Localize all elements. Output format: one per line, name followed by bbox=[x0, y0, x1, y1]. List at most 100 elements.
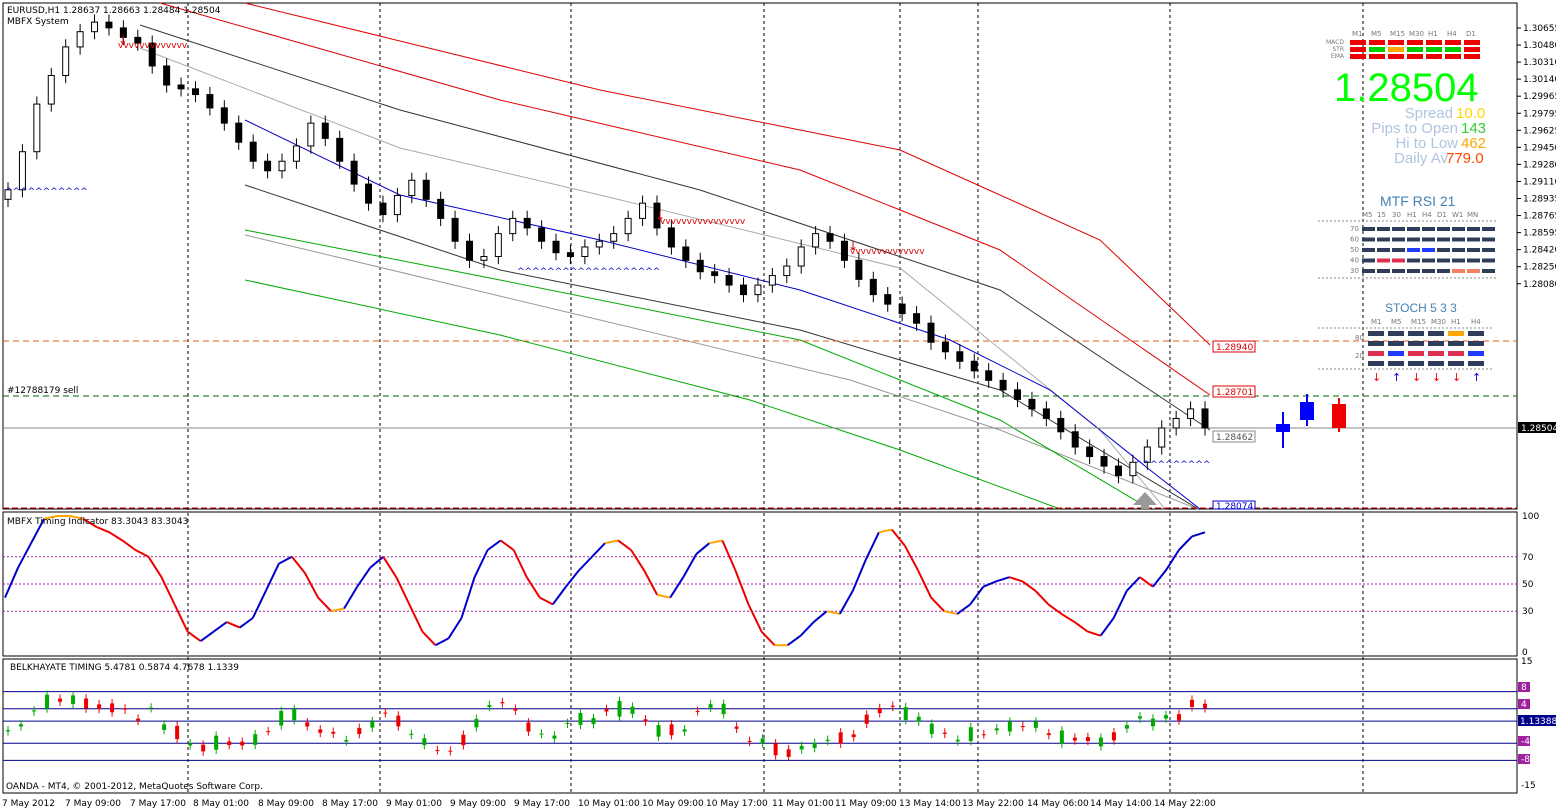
stoch-cell bbox=[1388, 351, 1404, 356]
timing-segment bbox=[734, 570, 750, 605]
price-tick-label: 1.28250 bbox=[1523, 263, 1556, 273]
timing-segment bbox=[1112, 590, 1128, 619]
candle-body bbox=[566, 252, 574, 257]
belk-bar bbox=[812, 742, 817, 748]
belk-tick-label: 4 bbox=[1521, 700, 1527, 710]
timing-segment bbox=[891, 528, 906, 547]
signal-cell bbox=[1407, 40, 1423, 45]
timing-segment bbox=[878, 528, 893, 534]
candle-body bbox=[1028, 398, 1036, 410]
timing-tick-label: 50 bbox=[1522, 580, 1534, 590]
stoch-cell bbox=[1468, 351, 1484, 356]
candle-body bbox=[956, 351, 964, 362]
belk-tick-box bbox=[1518, 736, 1530, 746]
rsi-cell bbox=[1452, 258, 1465, 263]
candle-body bbox=[191, 88, 199, 96]
timing-segment bbox=[669, 576, 685, 599]
belk-bar bbox=[825, 739, 830, 741]
timing-segment bbox=[304, 572, 319, 599]
rsi-cell bbox=[1437, 227, 1450, 231]
rsi-title: MTF RSI 21 bbox=[1380, 193, 1456, 209]
belk-bar bbox=[500, 702, 505, 704]
belk-bar bbox=[435, 750, 440, 752]
candle-body bbox=[509, 217, 517, 235]
timing-segment bbox=[95, 525, 110, 534]
signal-cell bbox=[1426, 40, 1442, 45]
candle-body bbox=[754, 284, 762, 296]
price-tick-label: 1.29965 bbox=[1523, 92, 1556, 102]
timing-segment bbox=[108, 531, 123, 542]
time-tick-label: 13 May 22:00 bbox=[962, 799, 1024, 809]
belk-bar bbox=[227, 741, 232, 746]
channel-line bbox=[139, 24, 1211, 431]
sell-markers: vvvvvvvvvvvvv bbox=[118, 41, 188, 51]
timing-segment bbox=[251, 590, 267, 619]
belk-bar bbox=[942, 732, 947, 734]
stoch-direction-arrow: ↑ bbox=[1472, 371, 1481, 384]
red-line2-label: 1.28701 bbox=[1216, 388, 1253, 398]
candle-body bbox=[148, 42, 156, 67]
price-tick-label: 1.28935 bbox=[1523, 195, 1556, 205]
rsi-cell bbox=[1407, 248, 1420, 252]
timing-segment bbox=[1060, 613, 1076, 623]
candle-body bbox=[91, 21, 99, 33]
timing-segment bbox=[1099, 617, 1115, 637]
rsi-cell bbox=[1422, 237, 1435, 242]
timing-segment bbox=[851, 559, 867, 592]
rsi-cell bbox=[1392, 269, 1405, 273]
belk-bar bbox=[6, 730, 10, 732]
candle-body bbox=[76, 31, 84, 48]
signal-cell bbox=[1350, 54, 1366, 59]
stoch-cell bbox=[1448, 361, 1464, 366]
sell-markers: vvvvvvvvvvvvvv bbox=[850, 247, 925, 257]
belk-bar bbox=[32, 710, 37, 712]
candle-body bbox=[884, 294, 892, 305]
belk-tick-label: -8 bbox=[1521, 755, 1530, 765]
signal-cell bbox=[1445, 40, 1461, 45]
belk-bar bbox=[357, 727, 362, 735]
belk-bar bbox=[1033, 721, 1038, 728]
belkhayate-subwindow[interactable] bbox=[2, 658, 1518, 794]
timing-segment bbox=[864, 531, 880, 560]
candle-body bbox=[581, 246, 589, 257]
timing-segment bbox=[996, 576, 1010, 583]
timing-segment bbox=[1165, 549, 1180, 571]
candle-body bbox=[552, 240, 560, 254]
timing-segment bbox=[264, 563, 280, 592]
rsi-cell bbox=[1452, 237, 1465, 242]
belk-bar bbox=[630, 706, 635, 714]
rsi-cell bbox=[1392, 237, 1405, 242]
belk-bar bbox=[110, 703, 115, 713]
price-axis: 1.30655 1.30480 1.30310 1.30140 1.29965 1.297… bbox=[1517, 24, 1556, 290]
up-arrow-grey bbox=[1133, 492, 1157, 509]
signal-cell bbox=[1350, 40, 1366, 45]
belk-bar bbox=[591, 718, 596, 725]
candle-body bbox=[1129, 461, 1137, 477]
timing-segment bbox=[1021, 580, 1037, 592]
price-tick-label: 1.28420 bbox=[1523, 246, 1556, 256]
candle-body bbox=[278, 160, 286, 172]
rsi-cell bbox=[1392, 248, 1405, 252]
timing-segment bbox=[1034, 590, 1050, 606]
rsi-header: 30 bbox=[1392, 211, 1401, 219]
timing-segment bbox=[473, 549, 489, 578]
candle-body bbox=[696, 259, 704, 273]
stoch-direction-arrow: ↓ bbox=[1452, 371, 1461, 384]
horizontal-levels bbox=[3, 340, 1517, 509]
rsi-cell bbox=[1422, 258, 1435, 263]
stoch-cell bbox=[1428, 361, 1444, 366]
timing-segment bbox=[904, 545, 919, 571]
signal-cell bbox=[1369, 47, 1385, 52]
main-chart-area[interactable] bbox=[2, 2, 1518, 510]
rsi-cell bbox=[1437, 248, 1450, 252]
price-tick-label: 1.28080 bbox=[1523, 280, 1556, 290]
candlesticks bbox=[4, 14, 1209, 484]
candle-body bbox=[393, 195, 401, 216]
belk-bar bbox=[1020, 726, 1025, 728]
candle-body bbox=[1114, 465, 1122, 477]
timing-segment bbox=[956, 603, 971, 615]
belk-bar bbox=[409, 733, 414, 735]
belk-bar bbox=[708, 704, 713, 708]
belk-bar bbox=[1098, 737, 1103, 747]
